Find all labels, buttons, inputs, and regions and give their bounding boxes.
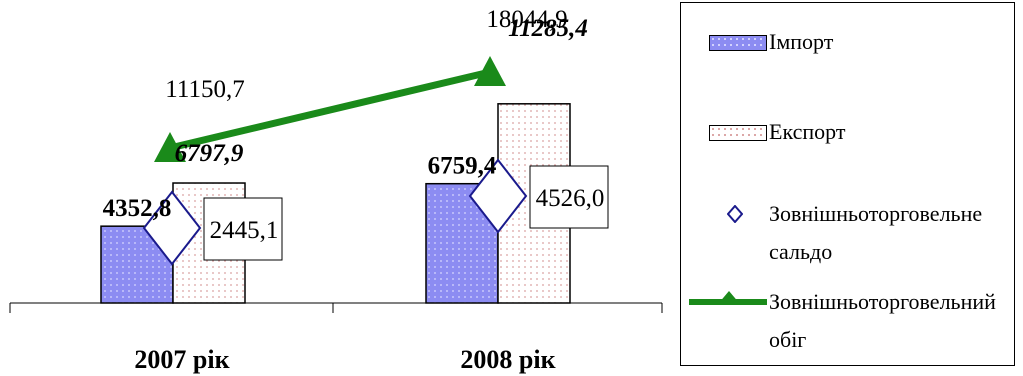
x-tick-label: 2007 рік [134, 345, 229, 374]
triangle-line-icon [689, 291, 767, 305]
data-label-import: 4352,8 [103, 195, 172, 222]
data-label-box-balance [203, 197, 283, 261]
legend: Імпорт Експорт Зовнішньоторговельне саль… [680, 2, 1015, 366]
data-label-export: 11285,4 [508, 15, 588, 42]
legend-swatch-import [709, 35, 767, 51]
legend-label-balance-2: сальдо [769, 239, 833, 264]
point-turnover [474, 56, 506, 86]
data-label-turnover: 18044,9 [486, 6, 567, 33]
diamond-icon [727, 205, 743, 223]
legend-swatch-export [709, 125, 767, 141]
legend-label-export: Експорт [769, 119, 846, 144]
data-label-balance: 4526,0 [536, 185, 605, 212]
data-label-import: 6759,4 [428, 153, 497, 180]
legend-label-turnover-2: обіг [769, 327, 807, 352]
point-balance [468, 158, 528, 234]
data-label-balance: 2445,1 [210, 217, 279, 244]
data-label-turnover: 11150,7 [165, 76, 244, 103]
legend-label-import: Імпорт [769, 29, 834, 54]
legend-label-balance-1: Зовнішньоторговельне [769, 201, 983, 226]
data-label-export: 6797,9 [175, 140, 244, 167]
series-line-turnover [169, 68, 491, 152]
legend-label-turnover-1: Зовнішньоторговельний [769, 289, 996, 314]
data-label-box-balance [529, 165, 609, 229]
x-tick-label: 2008 рік [460, 345, 555, 374]
point-balance [142, 190, 202, 266]
point-turnover [154, 132, 186, 162]
chart-plot: 2007 рік 2008 рік 4352,8 6797,9 6759,4 11285… [9, 6, 663, 374]
